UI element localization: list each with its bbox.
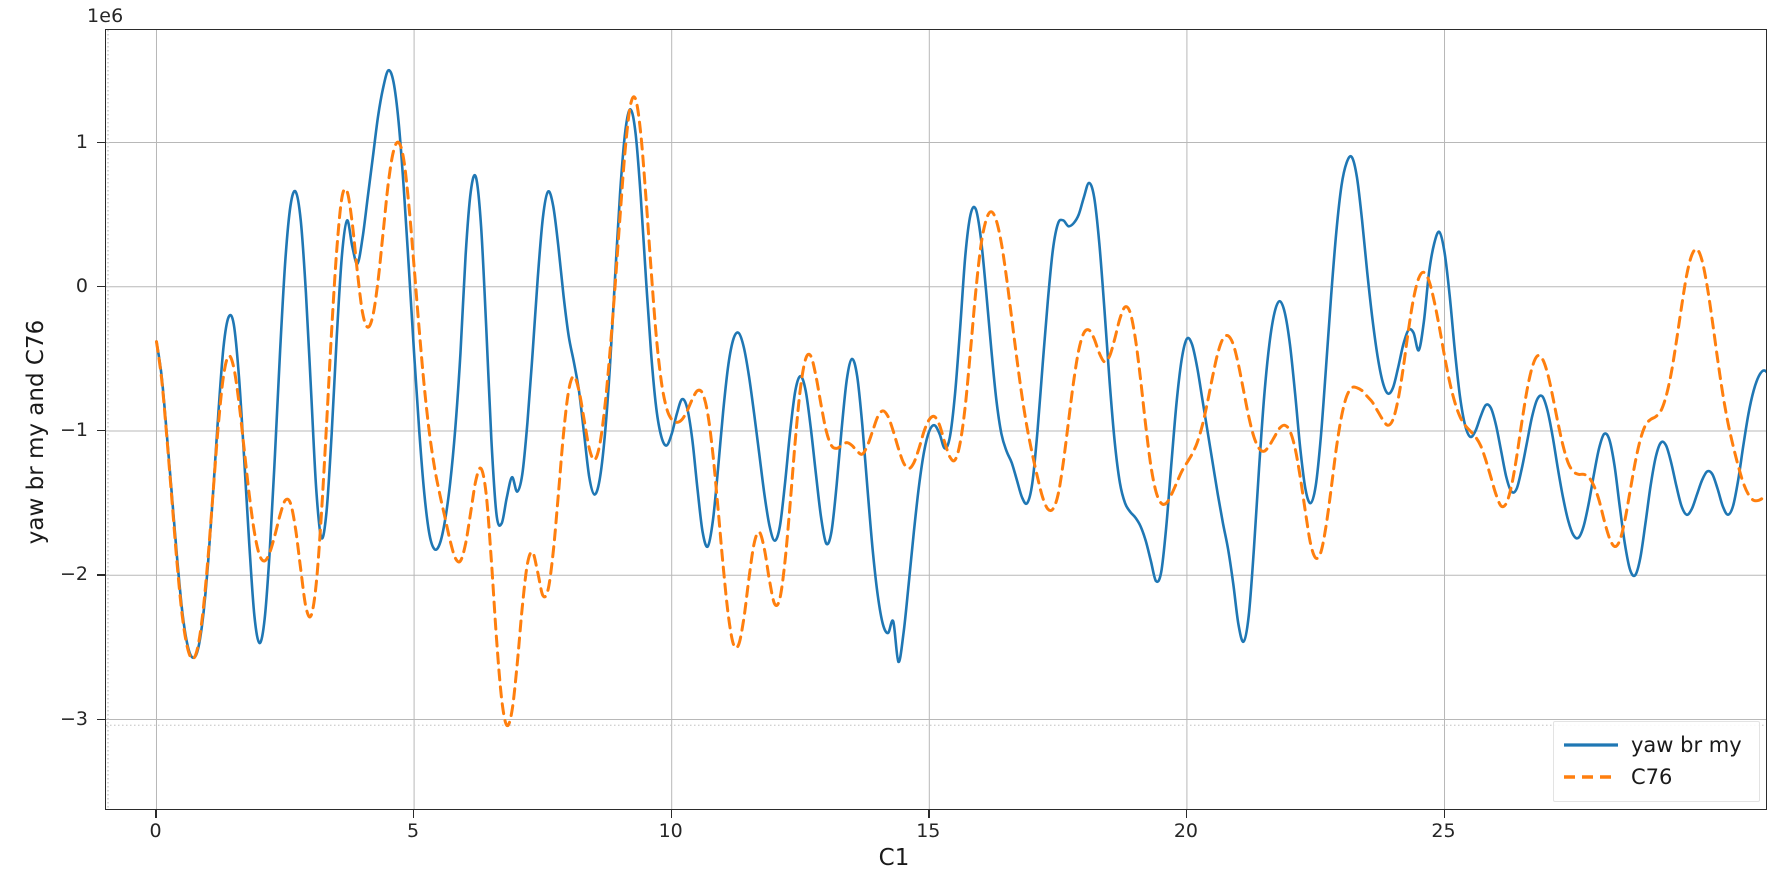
x-tick-mark: [413, 810, 415, 818]
x-tick-mark: [928, 810, 930, 818]
x-tick-mark: [155, 810, 157, 818]
x-tick-mark: [1185, 810, 1188, 818]
y-tick-mark: [97, 285, 105, 288]
y-tick-mark: [97, 718, 105, 720]
y-tick-label: 1: [75, 130, 88, 153]
legend-entry-1[interactable]: C76: [1563, 761, 1750, 793]
legend-entry-0[interactable]: yaw br my: [1563, 729, 1750, 761]
x-tick-label: 20: [1173, 820, 1198, 842]
x-tick-label: 5: [407, 820, 420, 842]
plot-area: [105, 29, 1767, 810]
series-line-0: [155, 68, 1766, 664]
y-tick-label: −1: [59, 419, 88, 442]
x-tick-label: 10: [658, 820, 683, 842]
x-tick-mark: [670, 810, 673, 818]
grid-layer: [106, 30, 1766, 809]
x-tick-label: 15: [916, 820, 941, 842]
x-tick-label: 0: [149, 820, 162, 842]
legend-label-yaw-br-my: yaw br my: [1631, 733, 1742, 757]
y-axis-offset-text: 1e6: [87, 5, 124, 27]
y-axis-label: yaw br my and C76: [23, 319, 49, 545]
legend-swatch-dashed: [1564, 775, 1618, 779]
y-tick-mark: [97, 430, 105, 432]
legend-label-c76: C76: [1631, 765, 1673, 789]
y-tick-mark: [97, 574, 105, 576]
x-tick-mark: [1443, 810, 1445, 818]
data-layer: [154, 68, 1766, 728]
legend-box[interactable]: yaw br my C76: [1553, 721, 1760, 802]
x-axis-label: C1: [878, 845, 910, 871]
y-tick-label: 0: [75, 274, 88, 297]
series-line-1: [154, 95, 1766, 728]
y-tick-label: −2: [59, 563, 88, 586]
y-tick-label: −3: [59, 707, 88, 730]
x-tick-label: 25: [1431, 820, 1456, 842]
y-tick-mark: [97, 141, 105, 143]
legend-swatch-solid: [1564, 743, 1618, 747]
